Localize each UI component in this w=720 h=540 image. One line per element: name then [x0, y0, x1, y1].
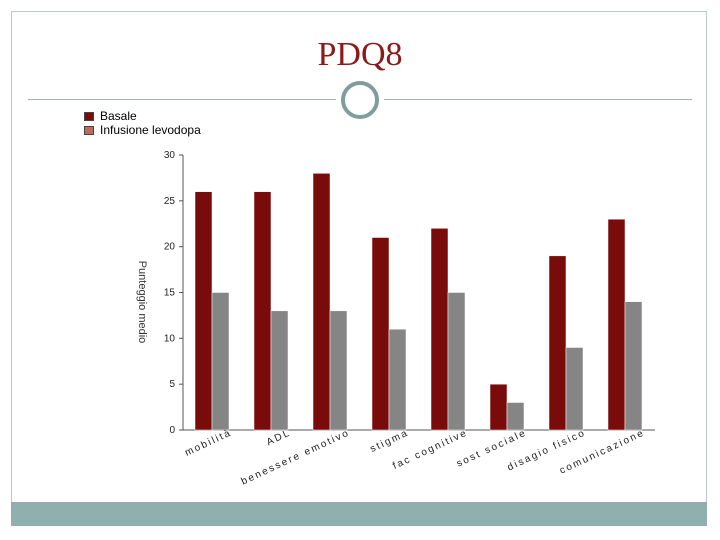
legend-swatch-infusione [84, 125, 94, 135]
title-rule-left [28, 99, 336, 100]
bar-basale [312, 173, 331, 431]
y-tick-label: 0 [169, 425, 175, 436]
bar-infusione [624, 301, 643, 431]
bar-basale [253, 191, 272, 431]
x-tick-label: stigma [368, 427, 410, 454]
x-tick-label: benessere emotivo [240, 427, 352, 487]
y-tick-label: 30 [164, 150, 176, 161]
y-tick-label: 15 [164, 288, 176, 299]
legend-label-basale: Basale [100, 109, 137, 123]
y-tick-label: 5 [169, 379, 175, 390]
legend-item-basale: Basale [84, 109, 201, 123]
bar-basale [489, 383, 508, 431]
slide-title: PDQ8 [317, 36, 403, 73]
bar-infusione [329, 310, 348, 431]
bar-infusione [211, 292, 230, 431]
ring-ornament-icon [341, 81, 379, 119]
y-tick-label: 20 [164, 242, 176, 253]
y-tick-label: 10 [164, 333, 176, 344]
y-tick-label: 25 [164, 196, 176, 207]
legend-item-infusione: Infusione levodopa [84, 123, 201, 137]
bar-basale [194, 191, 213, 431]
chart-legend: Basale Infusione levodopa [84, 109, 201, 137]
bar-basale [371, 237, 390, 431]
x-tick-label: mobilità [183, 427, 233, 458]
bar-infusione [447, 292, 466, 431]
bar-infusione [388, 328, 407, 431]
title-rule-right [384, 99, 692, 100]
bar-basale [430, 228, 449, 431]
bar-infusione [270, 310, 289, 431]
bar-basale [607, 218, 626, 431]
legend-label-infusione: Infusione levodopa [100, 123, 201, 137]
bar-basale [548, 255, 567, 431]
bar-infusione [506, 402, 525, 431]
footer-bar [11, 502, 707, 526]
x-tick-label: ADL [265, 427, 293, 448]
bar-infusione [565, 347, 584, 431]
legend-swatch-basale [84, 111, 94, 121]
